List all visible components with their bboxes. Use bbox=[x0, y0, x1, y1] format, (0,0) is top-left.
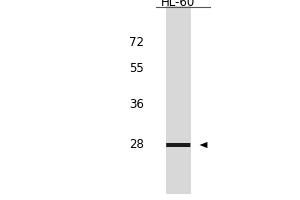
Text: 55: 55 bbox=[129, 62, 144, 75]
Text: 28: 28 bbox=[129, 138, 144, 152]
Bar bbox=[167, 143, 190, 147]
Text: HL-60: HL-60 bbox=[161, 0, 196, 9]
Bar bbox=[166, 143, 191, 147]
Text: 36: 36 bbox=[129, 98, 144, 110]
Text: 72: 72 bbox=[129, 36, 144, 48]
Bar bbox=[167, 143, 191, 147]
Bar bbox=[166, 6, 191, 194]
Polygon shape bbox=[200, 142, 207, 148]
